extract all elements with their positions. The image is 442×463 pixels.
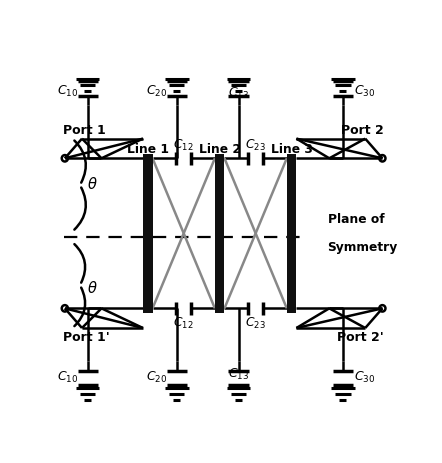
- Text: Line 2: Line 2: [198, 143, 241, 156]
- Text: Port 2': Port 2': [337, 331, 384, 344]
- Text: $C_{23}$: $C_{23}$: [245, 138, 266, 153]
- Text: $C_{30}$: $C_{30}$: [354, 84, 375, 99]
- Text: $C_{30}$: $C_{30}$: [354, 369, 375, 384]
- Text: $\theta$: $\theta$: [87, 279, 98, 295]
- Text: Line 1: Line 1: [127, 143, 169, 156]
- Text: Port 1': Port 1': [63, 331, 110, 344]
- Bar: [215, 155, 225, 313]
- Text: Plane of: Plane of: [328, 213, 384, 225]
- Text: Port 1: Port 1: [63, 124, 106, 137]
- Text: $C_{20}$: $C_{20}$: [146, 369, 167, 384]
- Text: $C_{23}$: $C_{23}$: [245, 315, 266, 331]
- Text: $C_{12}$: $C_{12}$: [173, 315, 194, 331]
- Text: Symmetry: Symmetry: [328, 241, 398, 254]
- Text: Line 3: Line 3: [271, 143, 312, 156]
- Text: $C_{20}$: $C_{20}$: [146, 84, 167, 99]
- Text: Port 2: Port 2: [341, 124, 384, 137]
- Text: $C_{13}$: $C_{13}$: [228, 366, 249, 382]
- Text: $C_{12}$: $C_{12}$: [173, 138, 194, 153]
- Text: $\theta$: $\theta$: [87, 176, 98, 192]
- Text: $C_{13}$: $C_{13}$: [228, 86, 249, 101]
- Text: $C_{10}$: $C_{10}$: [57, 369, 78, 384]
- Text: $C_{10}$: $C_{10}$: [57, 84, 78, 99]
- Bar: [143, 155, 152, 313]
- Bar: [287, 155, 297, 313]
